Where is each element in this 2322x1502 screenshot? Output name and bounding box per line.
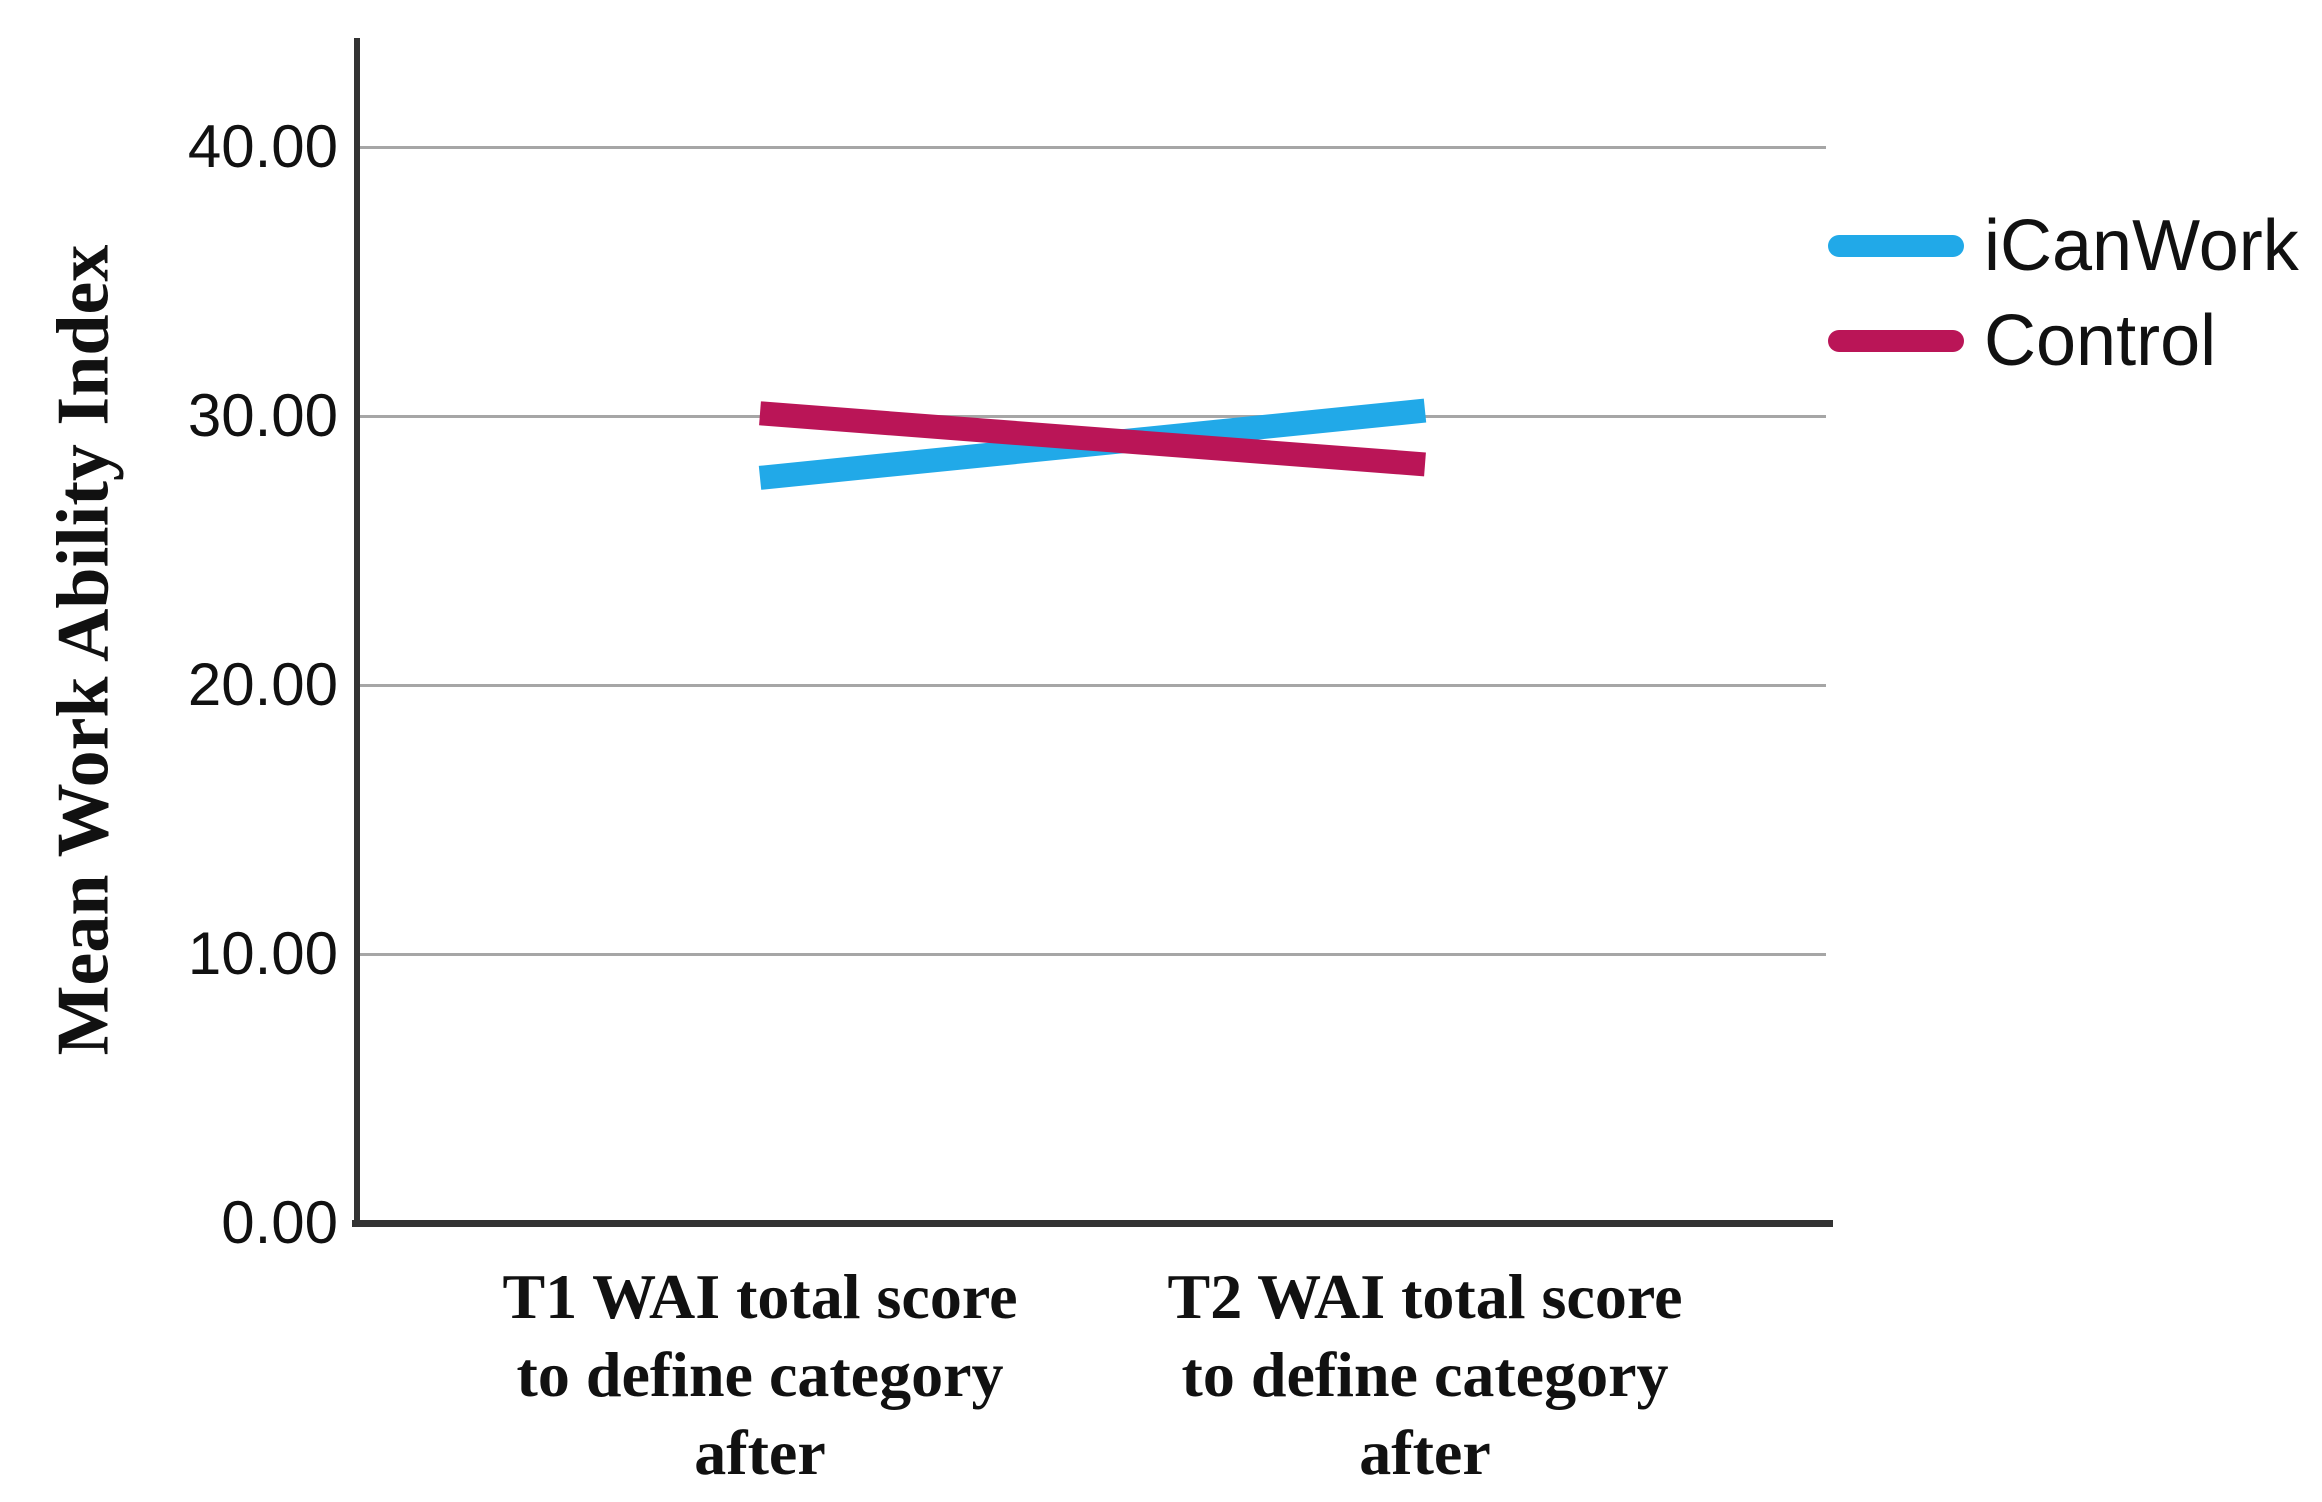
series-line-control xyxy=(759,401,1426,477)
y-axis-line xyxy=(354,38,360,1227)
x-category-label-2: T2 WAI total score to define category afte… xyxy=(1095,1258,1755,1492)
x-category-label-line: after xyxy=(694,1417,826,1488)
x-category-label-line: to define category xyxy=(1181,1339,1669,1410)
gridline-40 xyxy=(360,146,1826,149)
legend-swatch-icanwork xyxy=(1828,235,1964,257)
legend-label-control: Control xyxy=(1984,301,2217,381)
y-tick-label: 0.00 xyxy=(221,1189,338,1256)
x-category-label-line: T1 WAI total score xyxy=(502,1261,1018,1332)
gridline-20 xyxy=(360,684,1826,687)
x-axis-line xyxy=(352,1220,1833,1227)
legend-label-icanwork: iCanWork xyxy=(1984,206,2299,286)
x-category-label-line: to define category xyxy=(516,1339,1004,1410)
x-category-label-1: T1 WAI total score to define category afte… xyxy=(430,1258,1090,1492)
legend-swatch-control xyxy=(1828,330,1964,352)
x-category-label-line: T2 WAI total score xyxy=(1167,1261,1683,1332)
gridline-10 xyxy=(360,953,1826,956)
gridline-30 xyxy=(360,415,1826,418)
x-category-label-line: after xyxy=(1359,1417,1491,1488)
y-tick-label: 30.00 xyxy=(187,382,338,449)
y-tick-label: 40.00 xyxy=(187,113,338,180)
y-tick-label: 10.00 xyxy=(187,920,338,987)
y-tick-label: 20.00 xyxy=(187,651,338,718)
